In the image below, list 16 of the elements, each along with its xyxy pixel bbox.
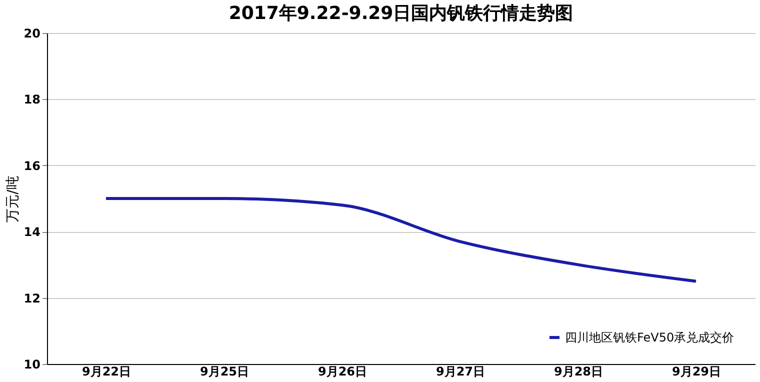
x-tick-label: 9月27日 (436, 364, 486, 378)
x-tick-label: 9月26日 (318, 364, 368, 378)
y-tick-label: 14 (24, 225, 40, 240)
legend-label: 四川地区钒铁FeV50承兑成交价 (565, 330, 734, 344)
x-tick-label: 9月28日 (554, 364, 604, 378)
line-series (104, 197, 698, 283)
y-axis-title: 万元/吨 (4, 176, 21, 222)
y-tick-label: 20 (24, 26, 40, 40)
x-tick-label: 9月25日 (200, 364, 250, 378)
y-tick-label: 18 (24, 92, 40, 107)
x-tick-label: 9月29日 (672, 364, 722, 378)
y-tick-label: 16 (24, 158, 40, 173)
y-tick-label: 10 (24, 358, 40, 372)
x-tick-label: 9月22日 (82, 364, 132, 378)
chart-title: 2017年9.22-9.29日国内钒铁行情走势图 (228, 3, 574, 24)
y-tick-label: 12 (24, 291, 40, 306)
